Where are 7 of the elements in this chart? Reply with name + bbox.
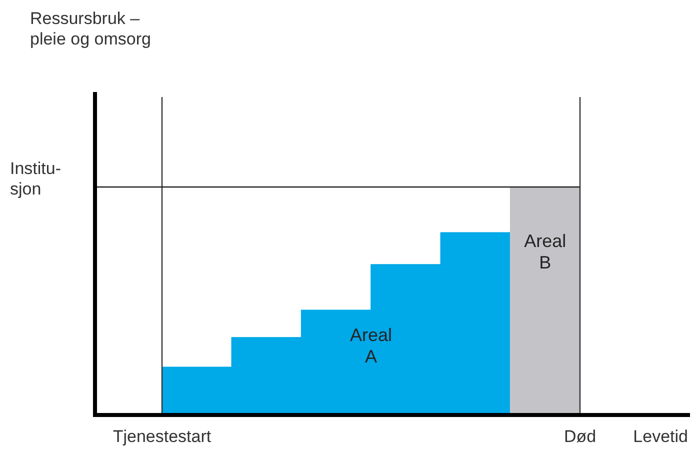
ref-line-label: Institu- sjon: [10, 159, 62, 198]
x-axis-title: Levetid: [633, 427, 688, 446]
text: Tjenestestart: [112, 427, 212, 446]
annotation: Areal A: [350, 324, 392, 366]
text: Ressursbruk – pleie og omsorg: [30, 9, 151, 48]
annotation: Areal B: [524, 231, 566, 273]
text: Død: [564, 427, 596, 446]
